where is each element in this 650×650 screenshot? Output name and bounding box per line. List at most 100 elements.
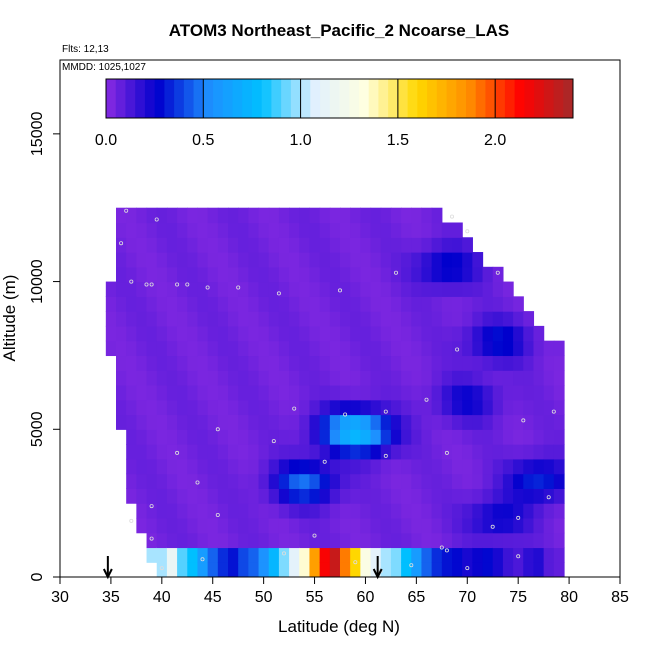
heatmap-cell [360, 517, 372, 534]
heatmap-cell [319, 399, 331, 416]
heatmap-cell [228, 266, 239, 283]
heatmap-cell [146, 296, 158, 312]
heatmap-cell [452, 355, 463, 371]
heatmap-cell [340, 532, 351, 549]
heatmap-cell [248, 399, 260, 416]
heatmap-cell [462, 547, 473, 563]
heatmap-cell [146, 237, 158, 253]
heatmap-cell [197, 444, 209, 460]
heatmap-cell [136, 281, 148, 297]
heatmap-cell [258, 222, 270, 238]
heatmap-cell [472, 488, 484, 504]
heatmap-cell [523, 503, 535, 519]
heatmap-cell [319, 458, 331, 475]
colorbar-tick-label: 0.5 [192, 132, 214, 149]
heatmap-cell [217, 444, 229, 460]
heatmap-cell [116, 311, 127, 327]
heatmap-cell [156, 370, 168, 386]
colorbar-swatch [456, 79, 467, 118]
x-axis-label: Latitude (deg N) [278, 617, 400, 636]
heatmap-cell [462, 444, 473, 460]
heatmap-cell [248, 281, 260, 297]
heatmap-cell [401, 355, 412, 371]
sample-point [439, 545, 444, 550]
heatmap-cell [462, 429, 473, 445]
heatmap-cell [513, 414, 524, 430]
heatmap-cell [492, 547, 504, 563]
heatmap-cell [401, 488, 412, 504]
heatmap-cell [207, 281, 219, 297]
heatmap-cell [238, 444, 249, 460]
heatmap-cell [207, 399, 219, 416]
heatmap-cell [309, 325, 321, 342]
heatmap-cell [431, 207, 443, 224]
heatmap-cell [523, 325, 535, 342]
y-tick-label: 5000 [29, 411, 46, 447]
heatmap-cell [350, 207, 361, 224]
heatmap-cell [421, 547, 433, 563]
heatmap-cell [472, 444, 484, 460]
heatmap-cell [401, 444, 412, 460]
heatmap-cell [126, 207, 137, 224]
heatmap-cell [370, 370, 382, 386]
heatmap-cell [452, 266, 463, 283]
heatmap-cell [390, 296, 402, 312]
heatmap-cell [105, 281, 117, 297]
heatmap-cell [177, 473, 188, 489]
heatmap-cell [136, 355, 148, 371]
heatmap-cell [197, 252, 209, 268]
heatmap-cell [360, 237, 372, 253]
heatmap-cell [370, 458, 382, 475]
heatmap-cell [502, 488, 514, 504]
colorbar-swatch [193, 79, 204, 118]
heatmap-cell [350, 340, 361, 357]
heatmap-cell [452, 488, 463, 504]
heatmap-cell [380, 429, 392, 445]
colorbar-swatch [251, 79, 263, 118]
heatmap-cell [156, 266, 168, 283]
heatmap-cell [177, 266, 188, 283]
heatmap-cell [187, 414, 199, 430]
heatmap-cell [482, 355, 494, 371]
heatmap-cell [553, 562, 565, 577]
y-axis: 0 5000 10000 15000 [29, 112, 60, 581]
heatmap-cell [146, 311, 158, 327]
heatmap-cell [126, 458, 137, 475]
heatmap-cell [197, 370, 209, 386]
heatmap-cell [289, 488, 300, 504]
heatmap-cell [553, 458, 565, 475]
heatmap-cell [299, 473, 311, 489]
heatmap-cell [492, 355, 504, 371]
heatmap-cell [309, 370, 321, 386]
heatmap-cell [258, 237, 270, 253]
heatmap-cell [502, 532, 514, 549]
colorbar-swatch [368, 79, 379, 118]
heatmap-cell [441, 532, 453, 549]
heatmap-cell [238, 222, 249, 238]
heatmap-cell [380, 517, 392, 534]
heatmap-cell [421, 252, 433, 268]
heatmap-cell [441, 458, 453, 475]
heatmap-cell [197, 281, 209, 297]
heatmap-cell [329, 547, 341, 563]
colorbar-swatch [514, 79, 525, 118]
colorbar-swatch [144, 79, 156, 118]
heatmap-cell [441, 266, 453, 283]
heatmap-cell [217, 237, 229, 253]
heatmap-cell [340, 311, 351, 327]
heatmap-cell [360, 252, 372, 268]
heatmap-cell [268, 311, 280, 327]
heatmap-cell [177, 547, 188, 563]
heatmap-cell [309, 414, 321, 430]
heatmap-cell [523, 384, 535, 401]
heatmap-cell [187, 532, 199, 549]
heatmap-cell [156, 532, 168, 549]
heatmap-cell [289, 473, 300, 489]
heatmap-cell [543, 532, 555, 549]
heatmap-cell [156, 488, 168, 504]
heatmap-cell [350, 458, 361, 475]
heatmap-cell [502, 517, 514, 534]
heatmap-cell [248, 429, 260, 445]
heatmap-cell [513, 384, 524, 401]
heatmap-cell [553, 414, 565, 430]
